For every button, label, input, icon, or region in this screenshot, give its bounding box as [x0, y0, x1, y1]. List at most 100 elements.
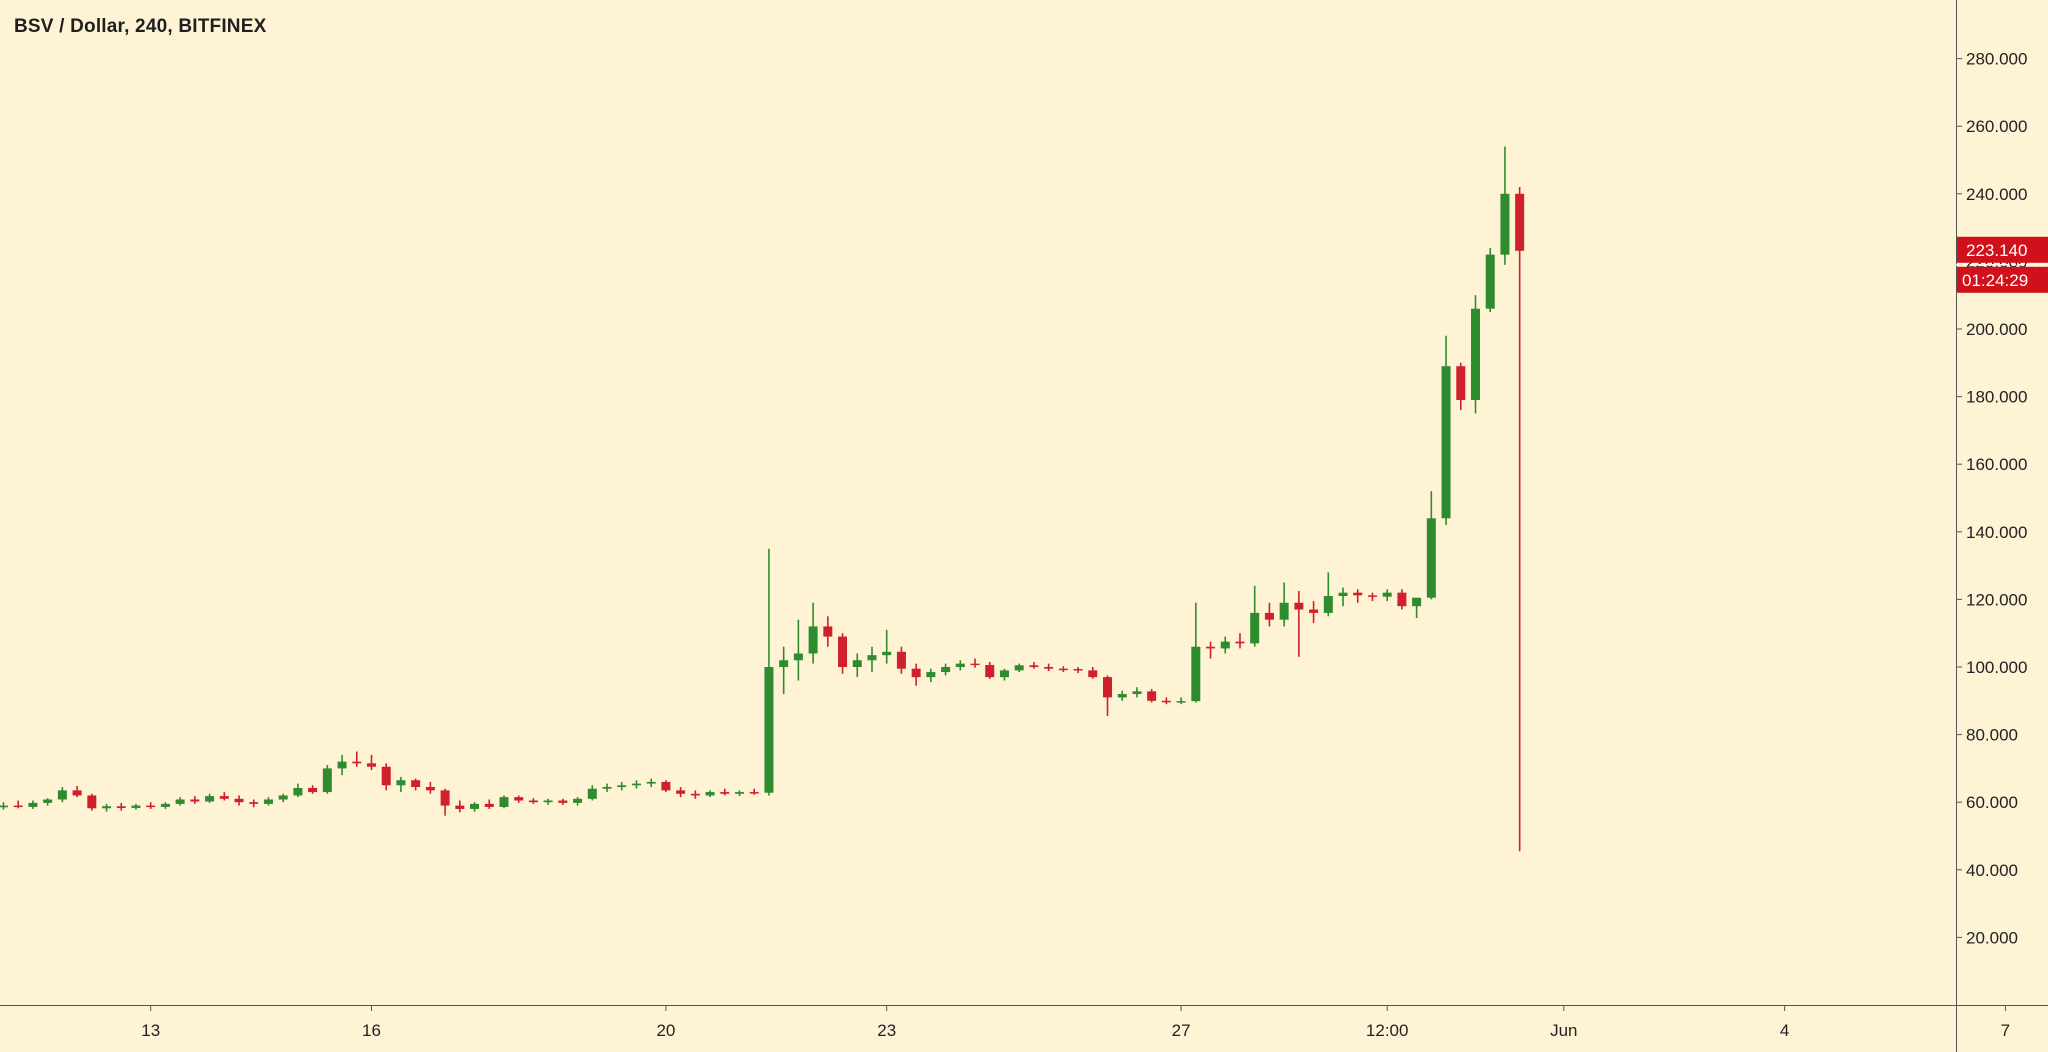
candle	[1456, 362, 1466, 411]
candle-body	[175, 799, 185, 804]
candle-body	[1353, 592, 1363, 596]
candle	[1515, 187, 1525, 852]
candle-body	[1456, 366, 1466, 400]
candle-body	[970, 663, 980, 666]
candle	[470, 802, 480, 812]
candle	[1103, 675, 1112, 717]
y-tick-label: 240.000	[1966, 185, 2027, 204]
x-tick-label: 7	[2001, 1021, 2010, 1040]
candle	[617, 781, 627, 791]
candle-body	[985, 664, 995, 678]
x-tick-label: 4	[1780, 1021, 1789, 1040]
candle-body	[1058, 668, 1068, 671]
candle-body	[926, 672, 936, 678]
candle-body	[838, 636, 848, 667]
y-tick-label: 120.000	[1966, 590, 2027, 609]
candle	[1338, 587, 1348, 607]
candle-body	[617, 785, 627, 787]
candle-body	[1147, 691, 1157, 701]
candle-body	[705, 792, 715, 796]
candle	[131, 803, 141, 810]
candle-body	[882, 651, 892, 656]
candle	[749, 788, 759, 795]
candle	[190, 796, 200, 804]
candle-body	[190, 799, 200, 802]
candle	[1044, 663, 1054, 672]
candle-body	[1088, 670, 1098, 678]
candle	[396, 776, 406, 793]
candle	[28, 800, 38, 809]
y-tick-label: 60.000	[1966, 793, 2018, 812]
candle-body	[1471, 308, 1480, 400]
candle-body	[896, 651, 906, 669]
candle	[1382, 589, 1392, 602]
candle-body	[720, 792, 730, 794]
candle	[1088, 667, 1098, 679]
candle-body	[1176, 701, 1186, 703]
candle	[367, 754, 376, 771]
candle	[1176, 697, 1186, 705]
y-tick-label: 140.000	[1966, 523, 2027, 542]
candle	[1309, 601, 1319, 624]
candle-body	[219, 796, 229, 799]
candle-body	[808, 626, 818, 654]
last-price-badge: 223.140 01:24:29	[1957, 236, 2048, 293]
candle-body	[484, 803, 494, 807]
candle-body	[1103, 677, 1112, 698]
candle-body	[867, 655, 877, 661]
candle	[1147, 688, 1157, 703]
candle-body	[587, 788, 597, 799]
y-tick-label: 280.000	[1966, 50, 2027, 69]
candle-body	[631, 783, 641, 786]
candle	[882, 629, 892, 664]
candle	[102, 803, 112, 812]
candle	[926, 668, 936, 683]
candle-body	[308, 788, 318, 793]
countdown-label: 01:24:29	[1962, 271, 2028, 290]
candle	[602, 783, 612, 793]
candle-body	[1294, 602, 1304, 610]
y-tick-label: 100.000	[1966, 658, 2027, 677]
candle	[293, 783, 303, 798]
candle	[676, 786, 686, 798]
candle-body	[1250, 612, 1260, 644]
chart-title: BSV / Dollar, 240, BITFINEX	[14, 16, 267, 37]
candle	[308, 785, 318, 794]
candle	[1294, 590, 1304, 657]
candle-body	[160, 803, 170, 807]
candle-body	[735, 792, 744, 794]
candle-body	[749, 792, 759, 794]
y-tick-label: 20.000	[1966, 928, 2018, 947]
candle	[1073, 667, 1083, 674]
candle-body	[249, 802, 259, 804]
candle-body	[1029, 665, 1039, 667]
candle	[72, 785, 82, 798]
candle-body	[999, 670, 1009, 678]
candle-body	[381, 766, 391, 786]
candle-body	[1044, 667, 1054, 669]
candle-body	[514, 797, 524, 801]
candle	[425, 781, 435, 794]
candle	[852, 653, 862, 678]
candle-body	[1206, 646, 1216, 649]
x-tick-label: 16	[362, 1021, 381, 1040]
candle-body	[1323, 596, 1333, 613]
x-tick-label: 20	[656, 1021, 675, 1040]
y-tick-label: 200.000	[1966, 320, 2027, 339]
candle	[1471, 295, 1480, 414]
candle-body	[543, 800, 553, 803]
candle	[1412, 597, 1422, 618]
candle	[381, 763, 391, 791]
candle-body	[1397, 592, 1407, 607]
candle-body	[1367, 595, 1377, 597]
candle-body	[1161, 700, 1171, 703]
candle	[543, 798, 553, 805]
candle	[1235, 633, 1245, 649]
candle-body	[1235, 641, 1245, 644]
candle	[263, 797, 273, 806]
candle-body	[102, 806, 112, 809]
y-tick-label: 180.000	[1966, 388, 2027, 407]
countdown-badge-bg	[1957, 266, 2048, 293]
